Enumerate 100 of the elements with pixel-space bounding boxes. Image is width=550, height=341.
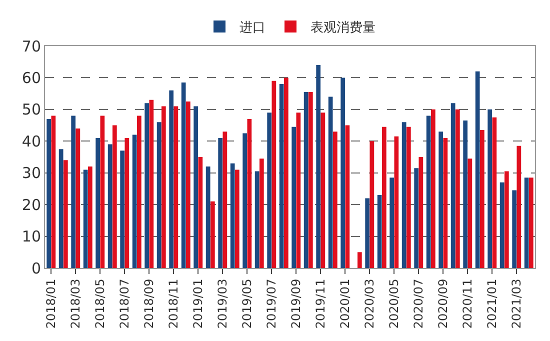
bar: [370, 141, 374, 268]
x-tick-label: 2018/11: [166, 278, 181, 329]
bar: [394, 136, 399, 268]
x-tick-label: 2018/07: [118, 278, 132, 329]
bar: [194, 106, 198, 268]
x-tick-label: 2020/03: [362, 278, 377, 329]
x-tick-label: 2020/11: [460, 278, 475, 329]
x-tick-label: 2020/07: [412, 278, 426, 329]
bar: [328, 96, 333, 268]
bar: [124, 138, 130, 268]
bar: [357, 252, 362, 268]
x-tick-label: 2019/05: [240, 278, 254, 329]
bar: [76, 128, 80, 268]
bar: [242, 133, 248, 268]
bar: [430, 109, 436, 268]
bar: [316, 65, 321, 268]
bar: [524, 178, 529, 268]
bar: [340, 78, 346, 268]
bar: [186, 102, 190, 268]
y-tick-label: 60: [22, 68, 41, 87]
y-tick-label: 50: [22, 100, 41, 119]
bar: [88, 166, 92, 268]
bar: [480, 130, 484, 268]
bar: [198, 157, 203, 268]
bar: [488, 109, 492, 268]
bar: [406, 126, 411, 268]
bar: [46, 118, 52, 268]
bar: [156, 122, 162, 268]
bar: [272, 80, 276, 268]
x-tick-label: 2020/09: [436, 278, 450, 329]
bar: [267, 112, 272, 268]
bar: [418, 157, 424, 268]
bar: [174, 106, 178, 268]
bar: [169, 90, 174, 268]
bar: [296, 112, 301, 268]
bar: [284, 78, 288, 268]
bar: [402, 122, 406, 268]
x-tick-label: 2019/09: [289, 278, 304, 329]
y-tick-label: 70: [22, 37, 41, 56]
bar: [468, 158, 472, 268]
bar: [120, 150, 125, 268]
bar: [320, 112, 326, 268]
bar: [390, 178, 394, 268]
y-tick-label: 10: [22, 228, 41, 246]
x-tick-label: 2019/07: [264, 278, 279, 329]
bar: [259, 158, 264, 268]
bar: [181, 82, 186, 268]
x-tick-label: 2021/03: [510, 278, 524, 329]
bar: [504, 171, 509, 268]
legend-label: 进口: [240, 20, 266, 36]
bar: [218, 138, 223, 268]
x-tick-label: 2019/01: [191, 278, 206, 329]
bar: [230, 163, 235, 268]
bar: [210, 201, 215, 268]
bar: [304, 92, 308, 268]
bar: [100, 116, 105, 268]
bar: [136, 116, 142, 268]
bar: [58, 149, 64, 268]
bar: [512, 190, 517, 268]
bar: [51, 116, 56, 268]
bar: [222, 132, 228, 268]
bar: [500, 182, 504, 268]
bar: [112, 125, 117, 268]
bar: [463, 120, 468, 268]
legend-label: 表观消费量: [310, 20, 376, 36]
x-tick-label: 2018/05: [93, 278, 108, 329]
x-tick-label: 2021/01: [485, 278, 500, 329]
y-tick-label: 20: [22, 196, 41, 214]
bar: [455, 109, 460, 268]
bar: [345, 125, 350, 268]
bar: [292, 126, 296, 268]
bar: [438, 132, 444, 268]
bar: [254, 171, 260, 268]
x-tick-label: 2020/05: [387, 278, 402, 329]
bar: [528, 178, 534, 268]
y-tick-label: 30: [22, 164, 41, 182]
bar: [516, 146, 522, 268]
bar: [492, 117, 497, 268]
x-tick-label: 2018/01: [44, 278, 58, 329]
bar: [206, 166, 210, 268]
bar: [149, 100, 154, 268]
x-tick-label: 2018/09: [142, 278, 156, 329]
x-tick-label: 2020/01: [338, 278, 352, 329]
bar: [63, 160, 68, 268]
bar: [308, 92, 313, 268]
bar: [365, 198, 370, 268]
x-tick-label: 2018/03: [68, 278, 83, 329]
x-tick-label: 2019/11: [314, 278, 328, 329]
bar: [475, 71, 480, 268]
bar: [414, 168, 419, 268]
bar: [426, 116, 431, 268]
y-tick-label: 0: [31, 259, 41, 278]
bar: [332, 132, 338, 268]
bar: [71, 116, 76, 268]
bar: [83, 170, 88, 268]
bar: [450, 103, 456, 268]
bar: [443, 138, 448, 268]
bar: [108, 144, 112, 268]
bar: [234, 170, 240, 268]
bar: [247, 118, 252, 268]
